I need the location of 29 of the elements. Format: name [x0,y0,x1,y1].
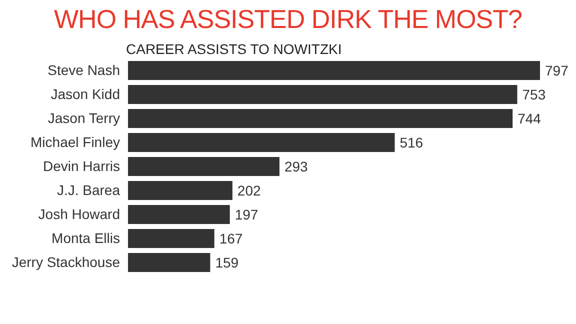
data-label: 293 [284,158,308,174]
y-tick-label: Jason Kidd [50,86,120,102]
bar [128,181,232,200]
bar [128,61,540,80]
data-label: 197 [234,206,258,222]
bar [128,85,518,104]
data-label: 159 [215,254,239,270]
bar [128,109,513,128]
y-tick-label: Jason Terry [48,110,120,126]
y-tick-label: Steve Nash [48,62,120,78]
bar [128,133,395,152]
bar [128,253,210,272]
bar [128,157,280,176]
data-label: 753 [522,86,546,102]
y-tick-label: Monta Ellis [52,230,120,246]
y-tick-label: J.J. Barea [56,182,120,198]
chart-subtitle: CAREER ASSISTS TO NOWITZKI [126,41,342,57]
data-label: 516 [400,134,424,150]
bar [128,229,214,248]
y-tick-label: Jerry Stackhouse [12,254,120,270]
data-label: 202 [237,182,261,198]
data-label: 797 [545,62,569,78]
y-tick-label: Josh Howard [38,206,120,222]
y-tick-label: Devin Harris [42,158,120,174]
bar [128,205,230,224]
data-label: 167 [219,230,243,246]
data-label: 744 [518,110,542,126]
y-tick-label: Michael Finley [30,134,120,150]
chart-title: WHO HAS ASSISTED DIRK THE MOST? [53,4,523,35]
